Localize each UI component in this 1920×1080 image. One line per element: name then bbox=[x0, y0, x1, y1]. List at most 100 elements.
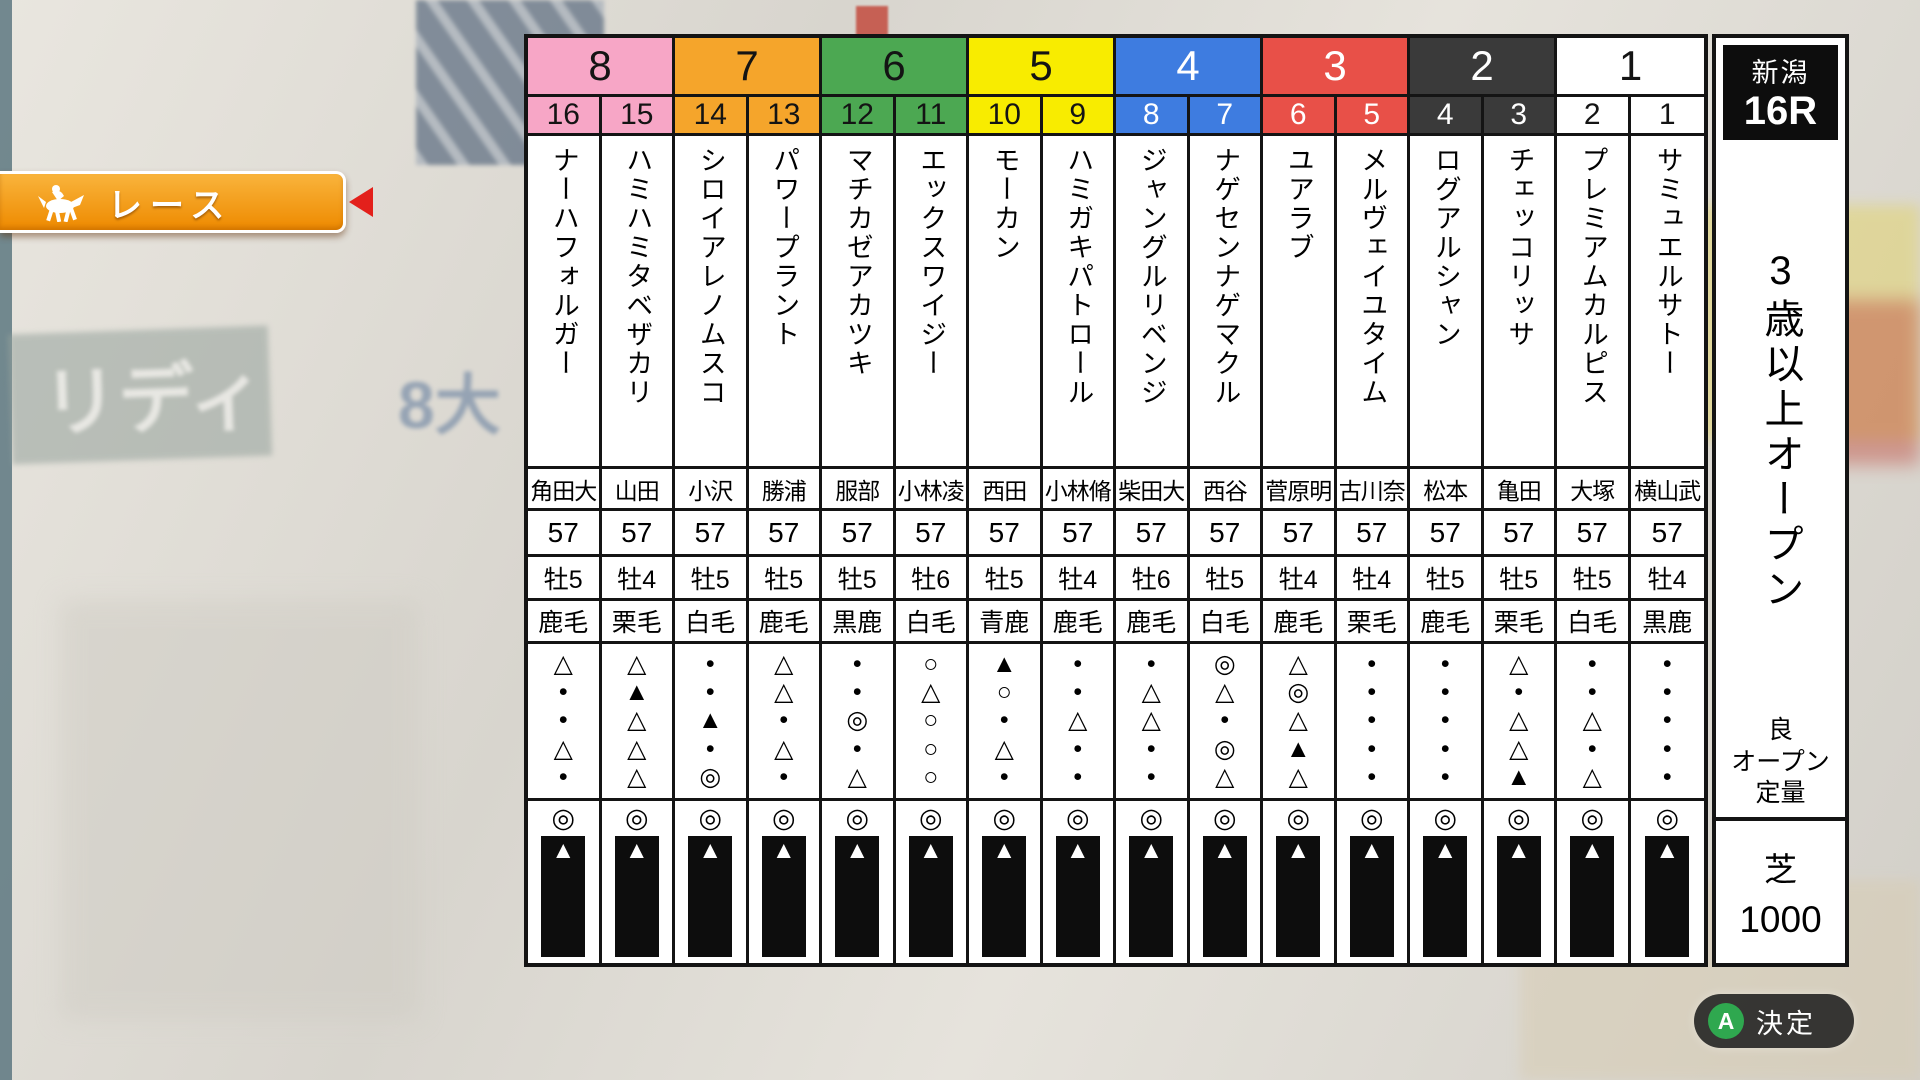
prediction-mark: △ bbox=[774, 649, 794, 678]
prediction-marks: • • • • • bbox=[1630, 644, 1704, 801]
sex-age: 牡5 bbox=[1410, 557, 1481, 601]
horse-number: 4 bbox=[1410, 97, 1481, 136]
prediction-mark: • bbox=[1662, 763, 1672, 792]
horse-column-9[interactable]: 9 ハミガキパトロール 小林脩 57 牡4 鹿毛 • • △ • • ◎ ▲ bbox=[1042, 97, 1116, 963]
prediction-marks: • △ △ • • bbox=[1116, 644, 1187, 801]
prediction-mark: • bbox=[852, 678, 862, 707]
odds-bar: ▲ bbox=[1645, 835, 1690, 957]
coat-color: 鹿毛 bbox=[528, 601, 599, 644]
jockey-name: 服部 bbox=[822, 469, 893, 511]
surface-label: 芝 bbox=[1764, 851, 1797, 888]
horse-number: 5 bbox=[1336, 97, 1407, 136]
odds-bar: ▲ bbox=[1276, 835, 1321, 957]
coat-color: 鹿毛 bbox=[1042, 601, 1113, 644]
prediction-mark: △ bbox=[627, 649, 647, 678]
horse-name: パワープラント bbox=[748, 136, 819, 469]
horse-column-11[interactable]: 11 エックスワイジー 小林凌 57 牡6 白毛 ○ △ ○ ○ ○ ◎ ▲ bbox=[895, 97, 969, 963]
carried-weight: 57 bbox=[1336, 511, 1407, 557]
horse-name: ハミガキパトロール bbox=[1042, 136, 1113, 469]
horse-number: 3 bbox=[1483, 97, 1554, 136]
horse-column-12[interactable]: 12 マチカゼアカツキ 服部 57 牡5 黒鹿 • • ◎ • △ ◎ ▲ bbox=[822, 97, 896, 963]
odds-cell: ◎ ▲ bbox=[1631, 801, 1705, 963]
prediction-mark: • bbox=[1587, 649, 1597, 678]
confirm-button[interactable]: A 決定 bbox=[1694, 994, 1854, 1048]
jockey-name: 小林凌 bbox=[895, 469, 966, 511]
horse-column-2[interactable]: 2 プレミアムカルピス 大塚 57 牡5 白毛 • • △ • △ ◎ ▲ bbox=[1557, 97, 1631, 963]
prediction-mark: ◎ bbox=[1213, 734, 1236, 763]
prediction-mark: • bbox=[1662, 678, 1672, 707]
class-label: オープン bbox=[1731, 747, 1830, 776]
prediction-marks: △ • △ △ ▲ bbox=[1483, 644, 1554, 801]
odds-top-mark: ◎ bbox=[1065, 803, 1090, 833]
carried-weight: 57 bbox=[895, 511, 966, 557]
odds-bar: ▲ bbox=[1496, 835, 1541, 957]
coat-color: 鹿毛 bbox=[1263, 601, 1334, 644]
horse-column-4[interactable]: 4 ログアルシャン 松本 57 牡5 鹿毛 • • • • • ◎ ▲ bbox=[1410, 97, 1484, 963]
jockey-name: 山田 bbox=[601, 469, 672, 511]
horse-column-15[interactable]: 15 ハミハミタベザカリ 山田 57 牡4 栗毛 △ ▲ △ △ △ ◎ ▲ bbox=[601, 97, 675, 963]
prediction-mark: • bbox=[1073, 649, 1083, 678]
prediction-mark: • bbox=[999, 706, 1009, 735]
coat-color: 鹿毛 bbox=[1410, 601, 1481, 644]
prediction-mark: △ bbox=[1509, 734, 1529, 763]
prediction-mark: ▲ bbox=[697, 706, 723, 735]
horse-column-16[interactable]: 16 ナーハフォルガー 角田大 57 牡5 鹿毛 △ • • △ • ◎ ▲ bbox=[528, 97, 602, 963]
horse-column-14[interactable]: 14 シロイアレノムスコ 小沢 57 牡5 白毛 • • ▲ • ◎ ◎ ▲ bbox=[675, 97, 749, 963]
prediction-mark: △ bbox=[1509, 706, 1529, 735]
odds-cell: ◎ ▲ bbox=[1263, 801, 1334, 963]
carried-weight: 57 bbox=[675, 511, 746, 557]
jockey-name: 横山武 bbox=[1630, 469, 1704, 511]
odds-top-mark: ◎ bbox=[551, 803, 576, 833]
horse-number: 16 bbox=[528, 97, 599, 136]
sex-age: 牡6 bbox=[1116, 557, 1187, 601]
horse-column-7[interactable]: 7 ナゲセンナゲマクル 西谷 57 牡5 白毛 ◎ △ • ◎ △ ◎ ▲ bbox=[1189, 97, 1263, 963]
odds-top-mark: ◎ bbox=[1286, 803, 1311, 833]
confirm-button-label: 決定 bbox=[1756, 1008, 1816, 1039]
odds-bar: ▲ bbox=[835, 835, 880, 957]
prediction-marks: • • ◎ • △ bbox=[822, 644, 893, 801]
horse-number: 8 bbox=[1116, 97, 1187, 136]
horse-name: プレミアムカルピス bbox=[1557, 136, 1628, 469]
prediction-marks: • • △ • • bbox=[1042, 644, 1113, 801]
jockey-name: 柴田大 bbox=[1116, 469, 1187, 511]
prediction-mark: • bbox=[1662, 734, 1672, 763]
jockey-name: 亀田 bbox=[1483, 469, 1554, 511]
prediction-mark: • bbox=[1367, 706, 1377, 735]
prediction-mark: • bbox=[1146, 734, 1156, 763]
horse-column-3[interactable]: 3 チェッコリッサ 亀田 57 牡5 栗毛 △ • △ △ ▲ ◎ ▲ bbox=[1483, 97, 1557, 963]
prediction-mark: • bbox=[1073, 678, 1083, 707]
prediction-mark: △ bbox=[774, 734, 794, 763]
odds-cell: ◎ ▲ bbox=[1116, 801, 1187, 963]
odds-cell: ◎ ▲ bbox=[896, 801, 967, 963]
frame-header-2: 2 bbox=[1410, 38, 1557, 97]
sex-age: 牡4 bbox=[1630, 557, 1704, 601]
horse-column-13[interactable]: 13 パワープラント 勝浦 57 牡5 鹿毛 △ △ • △ • ◎ ▲ bbox=[748, 97, 822, 963]
coat-color: 白毛 bbox=[1557, 601, 1628, 644]
odds-cell: ◎ ▲ bbox=[1557, 801, 1628, 963]
prediction-mark: △ bbox=[1288, 763, 1308, 792]
prediction-marks: ○ △ ○ ○ ○ bbox=[895, 644, 966, 801]
going-label: 良 bbox=[1767, 716, 1793, 745]
prediction-mark: ○ bbox=[923, 763, 939, 792]
horse-column-5[interactable]: 5 メルヴェイユタイム 古川奈 57 牡4 栗毛 • • • • • ◎ ▲ bbox=[1336, 97, 1410, 963]
odds-cell: ◎ ▲ bbox=[1337, 801, 1408, 963]
carried-weight: 57 bbox=[1189, 511, 1260, 557]
coat-color: 黒鹿 bbox=[822, 601, 893, 644]
prediction-marks: △ • • △ • bbox=[528, 644, 599, 801]
sex-age: 牡4 bbox=[1336, 557, 1407, 601]
horse-name: チェッコリッサ bbox=[1483, 136, 1554, 469]
race-class-block: 良 オープン 定量 bbox=[1716, 715, 1845, 817]
odds-bar: ▲ bbox=[1202, 835, 1247, 957]
horse-column-10[interactable]: 10 モーカン 西田 57 牡5 青鹿 ▲ ○ • △ • ◎ ▲ bbox=[969, 97, 1043, 963]
horse-name: ハミハミタベザカリ bbox=[601, 136, 672, 469]
prediction-mark: ◎ bbox=[1213, 649, 1236, 678]
sex-age: 牡5 bbox=[1557, 557, 1628, 601]
horse-column-6[interactable]: 6 ユアラブ 菅原明 57 牡4 鹿毛 △ ◎ △ ▲ △ ◎ ▲ bbox=[1263, 97, 1337, 963]
race-mode-label: レース bbox=[0, 171, 373, 233]
horse-column-1[interactable]: 1 サミュエルサトー 横山武 57 牡4 黒鹿 • • • • • ◎ ▲ bbox=[1630, 97, 1705, 963]
prediction-marks: • • • • • bbox=[1410, 644, 1481, 801]
horse-column-8[interactable]: 8 ジャングルリベンジ 柴田大 57 牡6 鹿毛 • △ △ • • ◎ ▲ bbox=[1116, 97, 1190, 963]
backdrop-edge-strip bbox=[0, 0, 12, 1080]
selector-arrow-icon bbox=[349, 187, 373, 217]
